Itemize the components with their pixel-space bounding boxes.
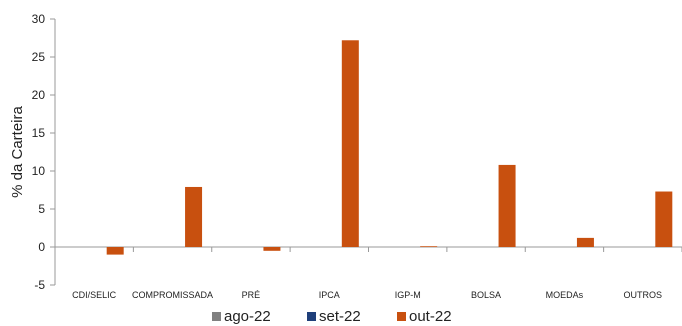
y-tick-label: 15: [32, 126, 46, 140]
legend-label-out-22: out-22: [409, 308, 452, 325]
x-tick-label: IGP-M: [395, 290, 421, 300]
y-tick-label: 20: [32, 88, 46, 102]
y-tick-label: 25: [32, 50, 46, 64]
bar-out-22-MOEDAs: [576, 237, 594, 247]
x-tick-label: IPCA: [319, 290, 340, 300]
bar-out-22-IPCA: [341, 40, 359, 247]
legend-swatch-ago-22: [212, 312, 221, 321]
x-tick-label: BOLSA: [471, 290, 501, 300]
y-tick-label: 30: [32, 12, 46, 26]
x-tick-label: PRÉ: [242, 290, 261, 300]
y-axis-ticks: -5 0 5 10 15 20 25 30: [32, 12, 46, 292]
y-axis-label: % da Carteira: [9, 105, 26, 197]
legend-swatch-out-22: [397, 312, 406, 321]
y-tick-label: 10: [32, 164, 46, 178]
x-axis-ticks: CDI/SELIC COMPROMISSADA PRÉ IPCA IGP-M BOLSA M…: [72, 290, 662, 300]
bars: [106, 40, 673, 255]
x-tick-label: MOEDAs: [546, 290, 584, 300]
y-tick-label: -5: [34, 278, 45, 292]
y-axis-title: % da Carteira: [9, 105, 26, 197]
legend-swatch-set-22: [307, 312, 316, 321]
x-tick-label: CDI/SELIC: [72, 290, 117, 300]
legend-label-ago-22: ago-22: [224, 308, 271, 325]
x-tick-label: OUTROS: [624, 290, 663, 300]
bar-out-22-OUTROS: [655, 191, 673, 247]
legend-label-set-22: set-22: [319, 308, 361, 325]
bar-out-22-CDI/SELIC: [106, 247, 124, 255]
legend: ago-22 set-22 out-22: [212, 308, 452, 325]
bar-out-22-BOLSA: [498, 164, 516, 247]
bar-out-22-COMPROMISSADA: [185, 186, 203, 247]
y-tick-label: 5: [38, 202, 45, 216]
bar-out-22-PRÉ: [263, 247, 281, 251]
y-tick-label: 0: [38, 240, 45, 254]
bar-out-22-IGP-M: [420, 246, 438, 247]
x-tick-label: COMPROMISSADA: [132, 290, 213, 300]
